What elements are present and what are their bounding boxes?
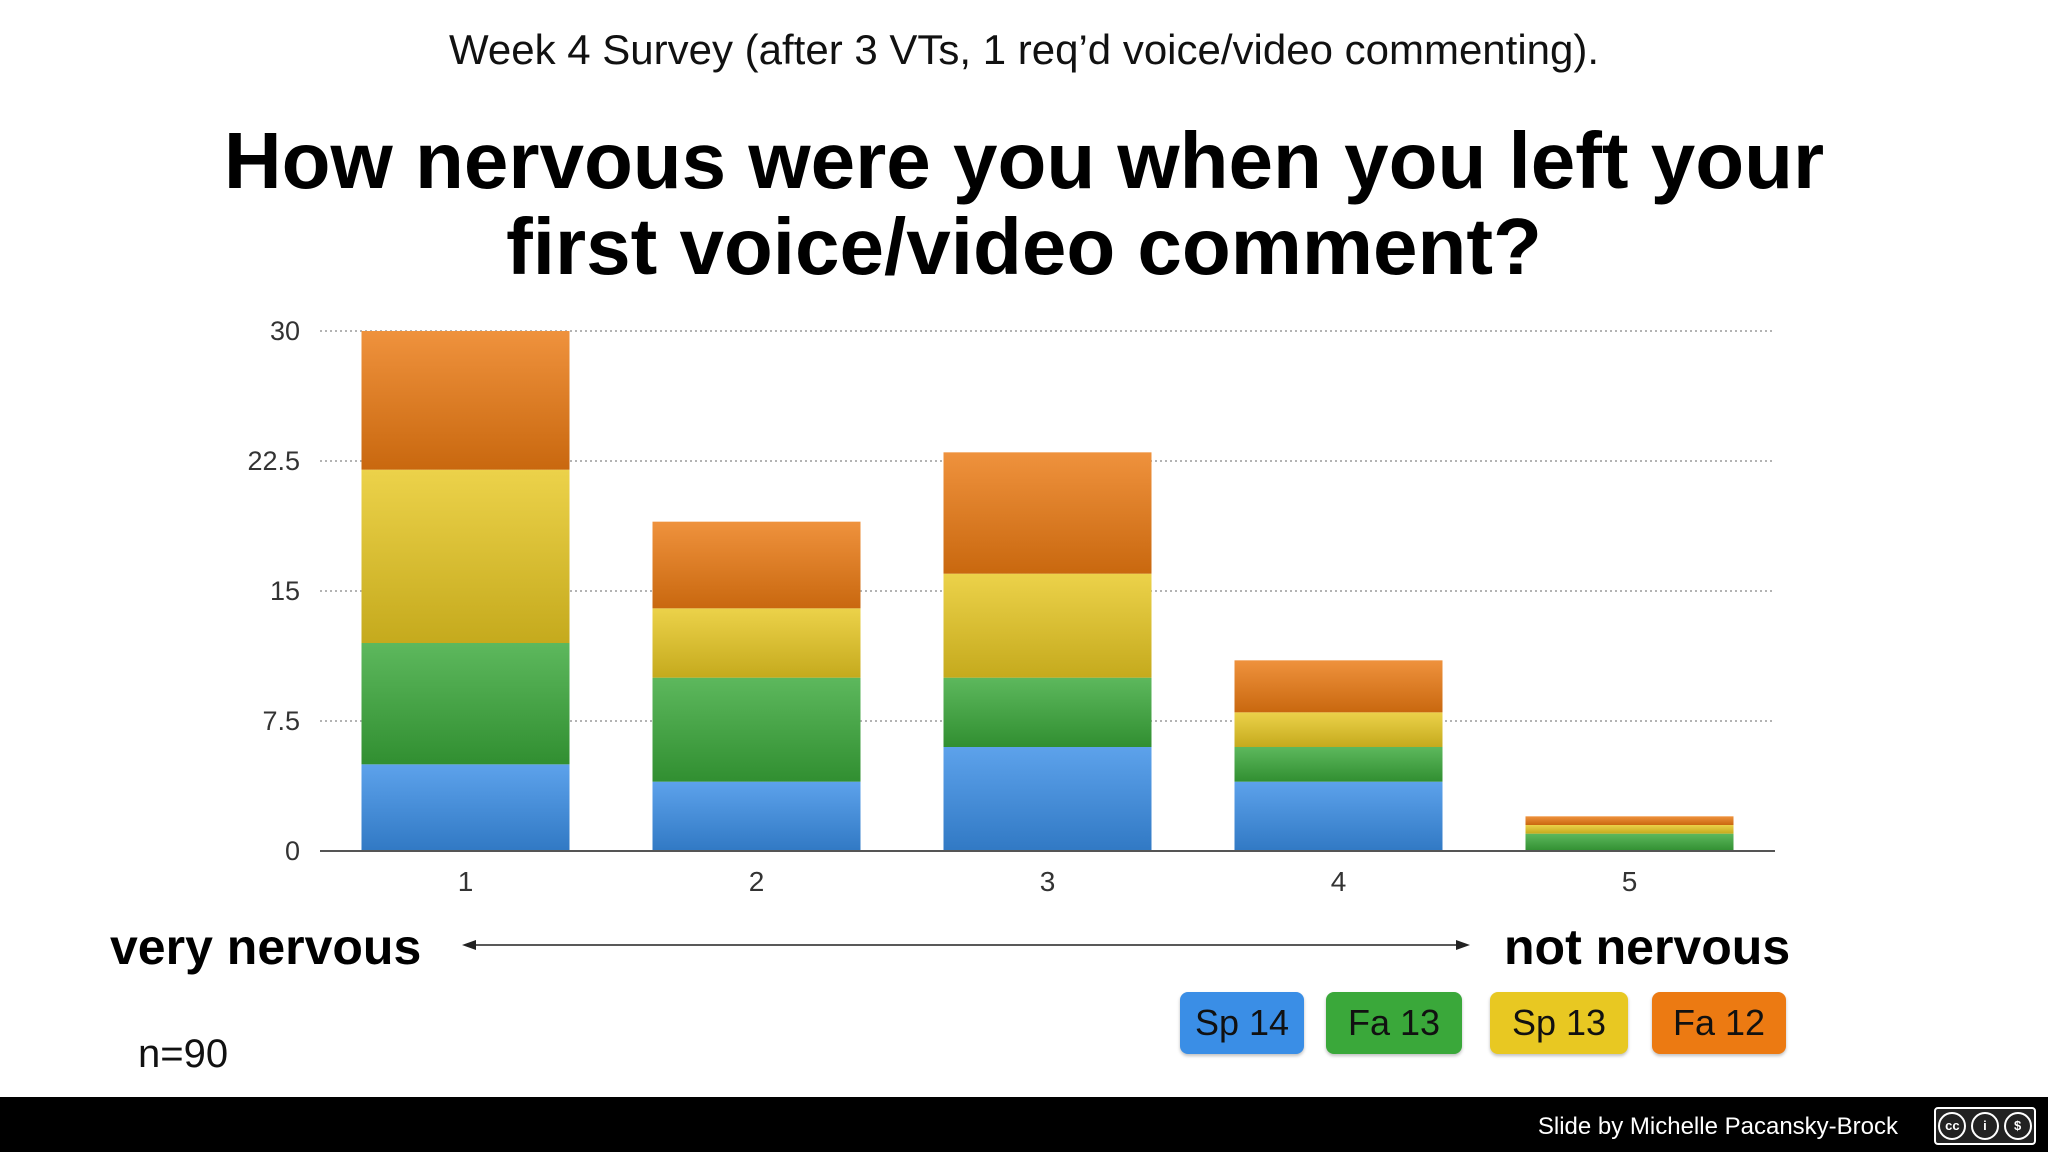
bar-segment-3-sp-13 [943, 573, 1152, 678]
y-tick-label-0: 0 [285, 836, 300, 866]
bar-segment-2-sp-13 [652, 608, 861, 678]
bar-segment-4-fa-13 [1234, 747, 1443, 782]
bar-segment-4-sp-13 [1234, 712, 1443, 747]
bar-segment-5-fa-13 [1525, 833, 1734, 851]
cc-icon: cc [1938, 1112, 1967, 1140]
x-tick-label-1: 1 [458, 866, 474, 897]
survey-subtitle: Week 4 Survey (after 3 VTs, 1 req’d voic… [448, 26, 1600, 73]
bar-segment-3-fa-12 [943, 452, 1152, 574]
nc-icon: $ [2003, 1112, 2032, 1140]
bar-segment-1-sp-14 [361, 764, 570, 851]
stacked-bar-chart: 0 7.5 15 22.5 30 1 2 3 4 5 [247, 316, 1775, 950]
y-tick-label-1: 7.5 [262, 706, 300, 736]
legend-item-sp-14: Sp 14 [1180, 992, 1304, 1054]
bar-segment-2-fa-12 [652, 521, 861, 609]
y-tick-label-3: 22.5 [247, 446, 300, 476]
question-line-2: first voice/video comment? [506, 202, 1542, 291]
bar-segment-2-fa-13 [652, 677, 861, 782]
bar-segment-1-fa-12 [361, 331, 570, 470]
cc-license-badge: cc i $ [1934, 1107, 2036, 1145]
scale-right-label: not nervous [1504, 919, 1791, 975]
x-tick-label-4: 4 [1331, 866, 1347, 897]
legend-item-fa-13: Fa 13 [1326, 992, 1462, 1054]
scale-arrow-left-head [462, 940, 476, 950]
scale-left-label: very nervous [110, 919, 422, 975]
x-tick-label-3: 3 [1040, 866, 1056, 897]
slide-credit: Slide by Michelle Pacansky-Brock [1537, 1113, 1898, 1140]
question-title: How nervous were you when you left your … [0, 118, 2048, 290]
bar-segment-1-fa-13 [361, 643, 570, 765]
y-tick-label-2: 15 [270, 576, 300, 606]
bar-segment-3-fa-13 [943, 677, 1152, 747]
bar-segment-5-fa-12 [1525, 816, 1734, 825]
y-tick-label-4: 30 [270, 316, 300, 346]
bar-segment-5-sp-13 [1525, 825, 1734, 834]
legend-item-fa-12: Fa 12 [1652, 992, 1786, 1054]
bar-segment-2-sp-14 [652, 781, 861, 851]
question-line-1: How nervous were you when you left your [223, 116, 1825, 205]
x-tick-label-5: 5 [1622, 866, 1638, 897]
footer-bar: Slide by Michelle Pacansky-Brock cc i $ [0, 1097, 2048, 1152]
bar-segment-3-sp-14 [943, 747, 1152, 851]
bar-segment-4-fa-12 [1234, 660, 1443, 713]
bar-segment-4-sp-14 [1234, 781, 1443, 851]
by-icon: i [1970, 1112, 1999, 1140]
sample-size-label: n=90 [138, 1032, 229, 1076]
bar-segment-1-sp-13 [361, 469, 570, 643]
scale-arrow-right-head [1456, 940, 1470, 950]
legend-item-sp-13: Sp 13 [1490, 992, 1628, 1054]
x-tick-label-2: 2 [749, 866, 765, 897]
